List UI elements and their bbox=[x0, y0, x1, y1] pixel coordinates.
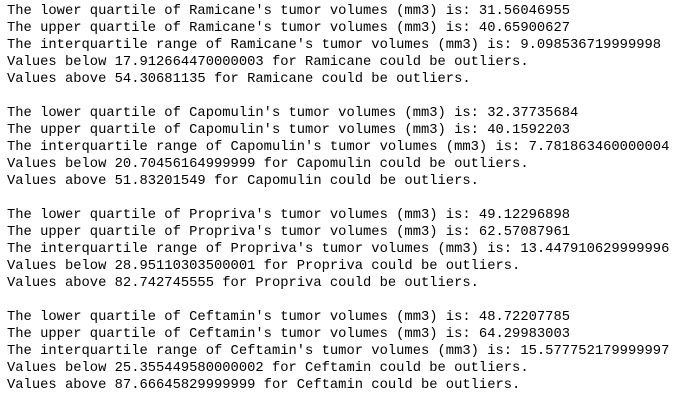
output-line: The interquartile range of Propriva's tu… bbox=[7, 242, 670, 257]
output-line: The interquartile range of Ceftamin's tu… bbox=[7, 344, 670, 359]
output-block: The lower quartile of Ramicane's tumor v… bbox=[7, 3, 669, 88]
output-line: The upper quartile of Ceftamin's tumor v… bbox=[7, 327, 571, 342]
output-line: The interquartile range of Ramicane's tu… bbox=[7, 38, 662, 53]
output-line: The upper quartile of Ramicane's tumor v… bbox=[7, 21, 571, 36]
output-line: The upper quartile of Propriva's tumor v… bbox=[7, 225, 571, 240]
output-line: Values above 82.742745555 for Propriva c… bbox=[7, 276, 479, 291]
output-block: The lower quartile of Ceftamin's tumor v… bbox=[7, 309, 669, 394]
output-line: Values below 25.355449580000002 for Ceft… bbox=[7, 361, 529, 376]
output-line: Values below 20.70456164999999 for Capom… bbox=[7, 157, 529, 172]
output-line: Values above 87.66645829999999 for Cefta… bbox=[7, 378, 521, 393]
output-line: Values below 17.912664470000003 for Rami… bbox=[7, 55, 529, 70]
output-line: Values above 51.83201549 for Capomulin c… bbox=[7, 174, 479, 189]
output-line: Values below 28.95110303500001 for Propr… bbox=[7, 259, 521, 274]
output-line: The lower quartile of Ceftamin's tumor v… bbox=[7, 310, 571, 325]
page: {"output": {"blocks": [ {"lines": [ "The… bbox=[7, 4, 670, 393]
output-line: The lower quartile of Capomulin's tumor … bbox=[7, 106, 579, 121]
output-line: The interquartile range of Capomulin's t… bbox=[7, 140, 670, 155]
output-line: The lower quartile of Ramicane's tumor v… bbox=[7, 4, 571, 19]
output-block: The lower quartile of Propriva's tumor v… bbox=[7, 207, 669, 292]
output-line: Values above 54.30681135 for Ramicane co… bbox=[7, 72, 471, 87]
output-line: The upper quartile of Capomulin's tumor … bbox=[7, 123, 571, 138]
cell-output: The lower quartile of Ramicane's tumor v… bbox=[7, 3, 669, 411]
output-block: The lower quartile of Capomulin's tumor … bbox=[7, 105, 669, 190]
output-line: The lower quartile of Propriva's tumor v… bbox=[7, 208, 571, 223]
